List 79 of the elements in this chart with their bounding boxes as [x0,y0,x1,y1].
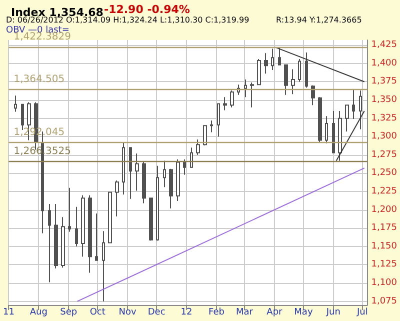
y-tick-label: 1,225 [371,186,397,197]
candlestick [108,192,112,244]
candlestick [149,198,153,242]
y-tick-label: 1,375 [371,76,397,87]
candlestick [244,79,247,98]
text: D: 06/26/2012 O:1,314.09 H:1,324.24 L:1,310.30 C:1,319.99 [6,16,250,24]
x-tick-label: Sep [60,308,78,318]
candlestick [230,90,234,108]
candlestick [250,82,254,108]
x-tick-label: Feb [208,308,225,318]
candlestick [223,96,227,111]
candlestick [142,161,146,204]
x-tick-label: 12 [180,308,192,318]
x-tick-label: Jul [356,308,368,318]
candlestick [271,48,274,71]
candlestick [54,203,58,269]
candlestick [88,194,92,274]
y-tick-label: 1,425 [371,40,397,50]
x-tick-label: 11 [3,308,14,318]
candlestick [169,168,173,209]
candlestick [176,158,180,202]
candlestick [338,110,342,162]
y-tick-label: 1,250 [371,168,398,178]
x-tick-label: Aug [30,308,48,318]
y-tick-label: 1,100 [371,278,398,288]
candlestick [75,206,78,247]
candlestick [68,187,71,232]
candlestick [156,165,159,242]
candlestick [291,68,295,95]
candlestick [318,96,322,143]
text: R:13.94 Y:1,274.3665 [276,16,362,24]
x-tick-label: Oct [90,308,106,318]
text: -12.90 -0.94% [104,3,190,16]
candlestick [305,52,308,88]
candlestick [278,46,281,66]
candlestick [203,125,207,146]
candlestick [196,139,200,156]
candlestick [115,180,119,217]
x-tick-label: Mar [236,308,254,318]
candlestick [95,212,98,261]
candlestick [352,89,355,120]
y-tick-label: 1,125 [371,260,397,270]
candlestick [14,95,17,112]
y-tick-label: 1,275 [371,150,397,160]
y-tick-label: 1,150 [371,241,398,252]
y-tick-label: 1,400 [371,58,398,68]
x-tick-label: Nov [118,308,138,318]
candlestick [257,58,261,86]
y-tick-label: 1,200 [371,204,398,215]
candlestick [264,52,268,74]
candlestick [48,203,51,283]
candlestick [298,58,301,82]
candlestick [183,158,186,176]
x-tick-label: Jun [325,308,340,318]
candlestick [345,104,349,132]
candlestick [284,64,288,96]
y-tick-label: 1,325 [371,113,397,124]
candlestick [135,152,139,192]
candlestick [163,160,166,188]
y-tick-label: 1,175 [371,223,397,234]
candlestick [332,110,335,154]
x-tick-label: Apr [266,308,283,318]
candlestick [210,120,213,133]
y-tick-label: 1,075 [371,296,397,306]
candlestick [359,90,362,130]
y-tick-label: 1,300 [371,132,398,142]
candlestick [325,116,328,144]
candlestick [190,147,193,168]
y-tick-label: 1,350 [371,95,398,106]
candlestick [311,84,315,106]
candlestick [217,103,220,138]
candlestick [129,147,132,200]
candlestick [122,142,125,195]
candlestick [102,230,105,302]
ref-line-label: 1,364.505 [14,74,65,85]
candlestick [81,194,85,258]
candlestick [61,216,65,268]
x-tick-label: May [294,308,314,318]
x-tick-label: Dec [148,308,166,318]
